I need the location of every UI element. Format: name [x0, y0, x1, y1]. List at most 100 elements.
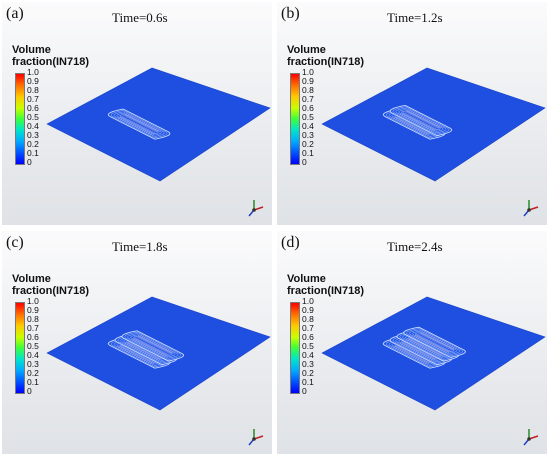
legend-title: Volume fraction(IN718)	[287, 273, 377, 297]
scan-line	[421, 331, 456, 349]
axis-triad-icon	[248, 200, 264, 217]
colorbar-ticks: 1.0 0.9 0.8 0.7 0.6 0.5 0.4 0.3 0.2 0.1 …	[302, 68, 328, 169]
scan-line	[404, 111, 439, 129]
tick-label: 1.0	[27, 67, 39, 77]
scan-line	[139, 334, 174, 353]
scan-line	[394, 116, 429, 135]
tick-label: 0	[27, 386, 32, 396]
tick-label: 0.9	[27, 305, 39, 315]
tick-label: 0.2	[302, 368, 314, 378]
panel-label: (a)	[6, 5, 24, 22]
deposit-track-outline	[113, 111, 165, 137]
tick-label: 0.6	[27, 103, 39, 113]
colorbar	[15, 302, 25, 394]
scan-line	[134, 337, 169, 356]
scan-line	[414, 334, 450, 353]
tick-label: 1.0	[302, 67, 314, 77]
scan-line	[401, 342, 436, 360]
scan-line	[128, 341, 163, 359]
scan-line	[131, 339, 166, 357]
scan-line	[401, 113, 436, 131]
tick-label: 0.8	[302, 85, 314, 95]
legend-title-line1: Volume	[287, 273, 326, 285]
deposit-tracks	[107, 108, 171, 140]
scan-line	[403, 112, 438, 130]
axis-triad-icon	[248, 429, 264, 446]
tick-label: 0.5	[27, 112, 39, 122]
legend-title: Volume fraction(IN718)	[12, 44, 102, 68]
tick-label: 0.1	[302, 148, 314, 158]
legend-title-line2: fraction(IN718)	[287, 56, 365, 68]
deposit-track-outline	[107, 108, 171, 140]
scan-line	[122, 114, 157, 133]
tick-label: 0.8	[302, 314, 314, 324]
scan-line	[121, 115, 156, 134]
tick-label: 1.0	[27, 296, 39, 306]
tick-label: 0.1	[27, 377, 39, 387]
tick-label: 0.6	[302, 103, 314, 113]
tick-label: 0.7	[302, 323, 314, 333]
tick-label: 0.3	[27, 359, 39, 369]
tick-label: 0.7	[27, 323, 39, 333]
deposit-track-outline	[132, 335, 173, 356]
axis-triad-icon	[523, 429, 539, 446]
scan-line	[399, 114, 434, 132]
tick-label: 0.5	[302, 112, 314, 122]
time-label: Time=0.6s	[112, 10, 168, 25]
scan-line	[409, 337, 444, 356]
deposit-track-outline	[121, 330, 185, 362]
substrate-plate	[46, 67, 271, 182]
tick-label: 0.7	[27, 94, 39, 104]
panel-d: (d) Time=2.4s Volume fraction(IN718) 1.0…	[277, 231, 547, 454]
scan-line	[136, 336, 171, 355]
colorbar	[290, 73, 300, 165]
scan-line	[124, 114, 159, 132]
scan-line	[406, 110, 441, 128]
tick-label: 0.6	[302, 332, 314, 342]
legend-title: Volume fraction(IN718)	[287, 44, 377, 68]
deposit-track-outline	[398, 109, 444, 132]
tick-label: 0.8	[27, 314, 39, 324]
tick-label: 0.9	[302, 76, 314, 86]
deposit-track-outline	[414, 332, 455, 353]
scan-line	[406, 339, 441, 357]
time-label: Time=1.8s	[112, 239, 168, 254]
deposit-track-outline	[411, 330, 458, 354]
scan-line	[117, 117, 152, 136]
deposit-track-outline	[116, 112, 162, 136]
colorbar	[290, 302, 300, 394]
legend-title: Volume fraction(IN718)	[12, 273, 102, 297]
deposit-track-outline	[119, 114, 159, 135]
panel-b: (b) Time=1.2s Volume fraction(IN718) 1.0…	[277, 2, 547, 225]
scan-line	[392, 346, 427, 365]
tick-label: 0.3	[302, 130, 314, 140]
tick-label: 0.9	[302, 305, 314, 315]
legend-title-line2: fraction(IN718)	[287, 285, 365, 297]
deposit-track-outline	[401, 110, 441, 131]
legend-title-line1: Volume	[12, 273, 51, 285]
scan-line	[124, 343, 159, 361]
tick-label: 1.0	[302, 296, 314, 306]
scan-line	[408, 338, 443, 356]
scan-line	[138, 335, 173, 354]
scan-line	[396, 115, 431, 134]
tick-label: 0.3	[302, 359, 314, 369]
legend-title-line2: fraction(IN718)	[12, 285, 90, 297]
tick-label: 0.2	[27, 139, 39, 149]
tick-label: 0	[27, 157, 32, 167]
deposit-track-outline	[110, 110, 168, 139]
time-label: Time=2.4s	[387, 239, 443, 254]
legend-title-line1: Volume	[287, 44, 326, 56]
tick-label: 0.9	[27, 76, 39, 86]
tick-label: 0.4	[27, 121, 39, 131]
scan-line	[396, 344, 431, 363]
legend-title-line1: Volume	[12, 44, 51, 56]
panel-label: (b)	[281, 5, 300, 22]
deposit-track-outline	[406, 328, 463, 357]
tick-label: 0.4	[27, 350, 39, 360]
scan-line	[413, 335, 448, 354]
deposit-track-outline	[403, 326, 466, 358]
scan-line	[394, 345, 429, 364]
deposit-track-outline	[130, 334, 176, 358]
scan-line	[416, 333, 451, 352]
